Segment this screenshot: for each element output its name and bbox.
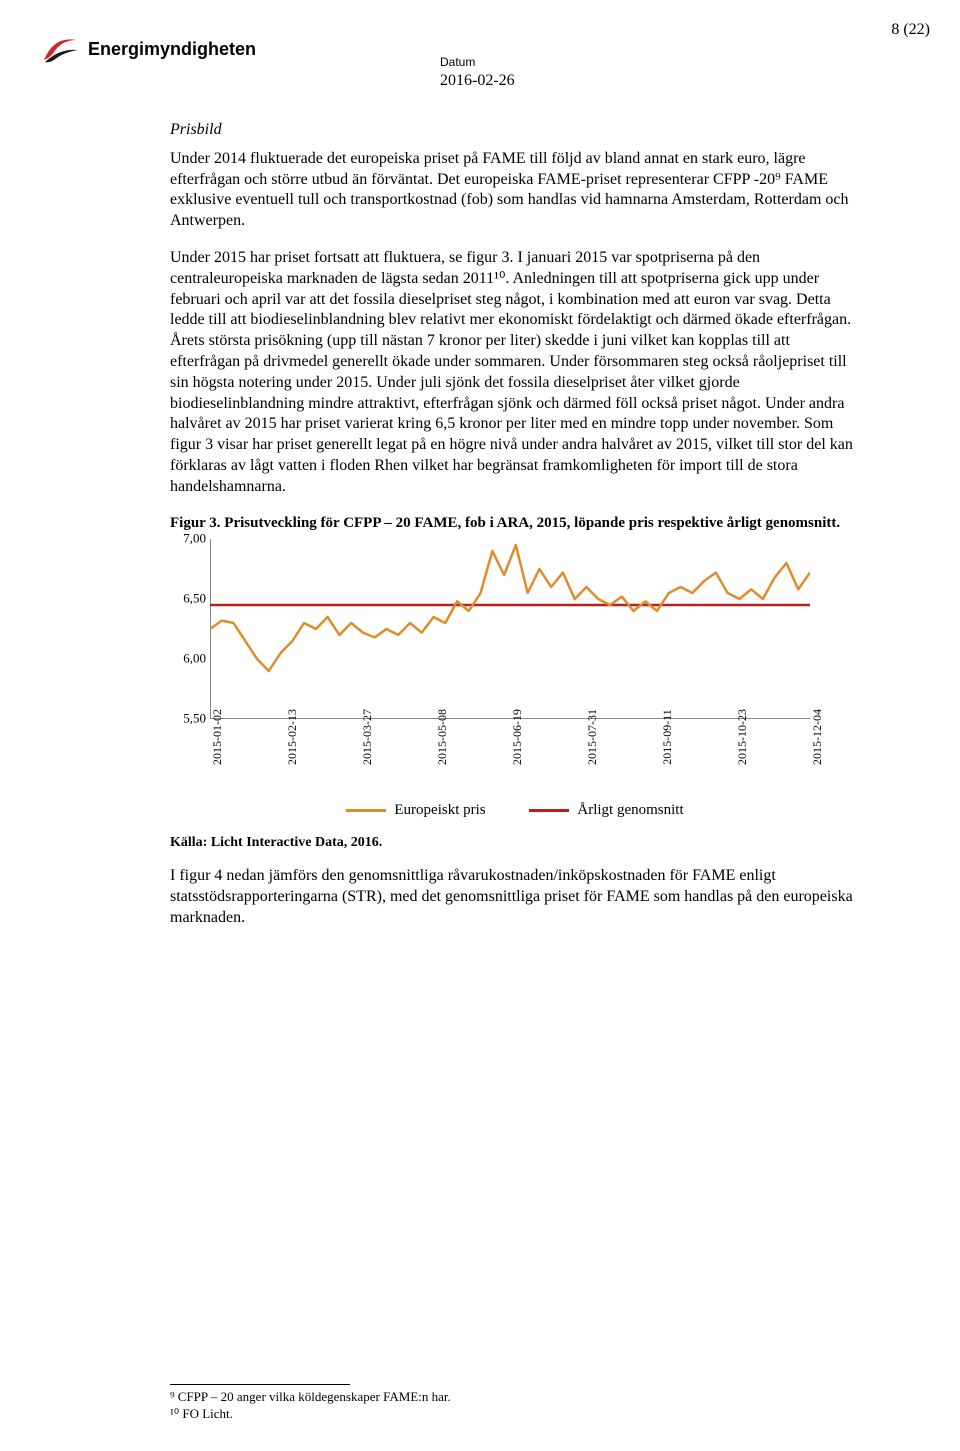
ytick-label: 6,00 [170, 651, 206, 668]
paragraph-2: Under 2015 har priset fortsatt att flukt… [170, 248, 860, 498]
footnote-rule [170, 1384, 350, 1385]
legend-swatch-2 [529, 809, 569, 812]
logo-text: Energimyndigheten [88, 38, 256, 61]
legend-label-1: Europeiskt pris [394, 801, 485, 821]
legend-label-2: Årligt genomsnitt [577, 801, 683, 821]
xtick-label: 2015-07-31 [585, 709, 601, 765]
xtick-label: 2015-06-19 [510, 709, 526, 765]
legend-item-2: Årligt genomsnitt [529, 801, 683, 821]
xtick-label: 2015-01-02 [210, 709, 226, 765]
section-heading: Prisbild [170, 120, 860, 141]
xtick-label: 2015-10-23 [735, 709, 751, 765]
chart-legend: Europeiskt pris Årligt genomsnitt [170, 799, 860, 820]
datum-value: 2016-02-26 [440, 71, 515, 92]
datum-label: Datum [440, 55, 515, 71]
ytick-label: 6,50 [170, 591, 206, 608]
page-content: Prisbild Under 2014 fluktuerade det euro… [0, 120, 960, 929]
figure-source: Källa: Licht Interactive Data, 2016. [170, 834, 860, 852]
footnotes: ⁹ CFPP – 20 anger vilka köldegenskaper F… [170, 1384, 860, 1423]
agency-logo: Energimyndigheten [40, 30, 256, 70]
ytick-label: 5,50 [170, 711, 206, 728]
figure-title: Figur 3. Prisutveckling för CFPP – 20 FA… [170, 514, 860, 534]
footnote-10: ¹⁰ FO Licht. [170, 1406, 860, 1423]
legend-swatch-1 [346, 809, 386, 812]
logo-swoosh-icon [40, 30, 80, 70]
price-chart: 7,006,506,005,50 2015-01-022015-02-13201… [170, 539, 830, 789]
chart-lines [210, 539, 810, 719]
datum-block: Datum 2016-02-26 [440, 55, 515, 91]
paragraph-1: Under 2014 fluktuerade det europeiska pr… [170, 149, 860, 232]
legend-item-1: Europeiskt pris [346, 801, 485, 821]
xtick-label: 2015-09-11 [660, 709, 676, 765]
xtick-label: 2015-03-27 [360, 709, 376, 765]
ytick-label: 7,00 [170, 531, 206, 548]
closing-paragraph: I figur 4 nedan jämförs den genomsnittli… [170, 866, 860, 928]
footnote-9: ⁹ CFPP – 20 anger vilka köldegenskaper F… [170, 1389, 860, 1406]
xtick-label: 2015-12-04 [810, 709, 826, 765]
xtick-label: 2015-02-13 [285, 709, 301, 765]
xtick-label: 2015-05-08 [435, 709, 451, 765]
document-header: Energimyndigheten Datum 2016-02-26 [0, 0, 960, 120]
